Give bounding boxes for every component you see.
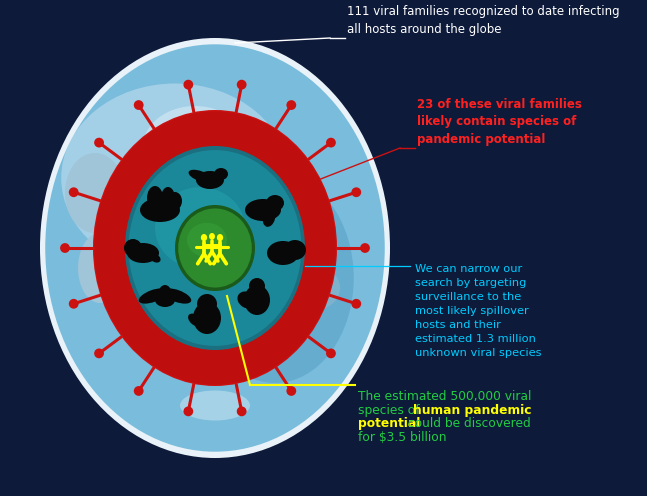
Ellipse shape: [163, 288, 192, 304]
Ellipse shape: [155, 293, 175, 307]
Ellipse shape: [40, 38, 390, 458]
Ellipse shape: [263, 209, 275, 227]
Ellipse shape: [45, 44, 385, 452]
Ellipse shape: [326, 349, 336, 358]
Text: We can narrow our
search by targeting
surveillance to the
most likely spillover
: We can narrow our search by targeting su…: [415, 264, 542, 358]
Ellipse shape: [69, 187, 78, 197]
Ellipse shape: [245, 199, 281, 221]
Ellipse shape: [214, 168, 228, 180]
Ellipse shape: [287, 386, 296, 396]
Ellipse shape: [244, 285, 270, 315]
Ellipse shape: [266, 195, 284, 211]
Ellipse shape: [134, 100, 144, 110]
Ellipse shape: [196, 171, 224, 189]
Ellipse shape: [134, 386, 144, 396]
Ellipse shape: [94, 112, 336, 384]
Ellipse shape: [196, 173, 354, 383]
Ellipse shape: [180, 390, 250, 421]
Ellipse shape: [249, 278, 265, 294]
Ellipse shape: [187, 223, 227, 257]
Ellipse shape: [127, 243, 159, 263]
Ellipse shape: [65, 153, 125, 233]
Ellipse shape: [360, 243, 370, 253]
Ellipse shape: [140, 198, 180, 222]
Ellipse shape: [284, 240, 306, 260]
Ellipse shape: [290, 266, 340, 310]
Ellipse shape: [237, 80, 247, 90]
Ellipse shape: [351, 187, 361, 197]
Ellipse shape: [178, 208, 252, 288]
Ellipse shape: [125, 146, 305, 350]
Ellipse shape: [94, 349, 104, 358]
Ellipse shape: [60, 243, 70, 253]
Ellipse shape: [351, 299, 361, 309]
Ellipse shape: [277, 193, 333, 243]
Ellipse shape: [69, 299, 78, 309]
Text: species of: species of: [358, 404, 424, 417]
Ellipse shape: [159, 285, 171, 299]
Ellipse shape: [168, 192, 182, 210]
Text: potential: potential: [358, 417, 421, 430]
Ellipse shape: [201, 234, 207, 241]
Ellipse shape: [161, 187, 175, 209]
Text: for $3.5 billion: for $3.5 billion: [358, 431, 446, 444]
Ellipse shape: [147, 186, 163, 210]
Ellipse shape: [188, 170, 212, 182]
Ellipse shape: [138, 288, 167, 304]
Ellipse shape: [78, 233, 122, 303]
Ellipse shape: [287, 100, 296, 110]
Ellipse shape: [197, 294, 217, 314]
Ellipse shape: [175, 205, 255, 291]
Ellipse shape: [188, 313, 202, 326]
Text: human pandemic: human pandemic: [413, 404, 531, 417]
Text: 111 viral families recognized to date infecting
all hosts around the globe: 111 viral families recognized to date in…: [347, 5, 620, 36]
Ellipse shape: [142, 106, 248, 190]
Ellipse shape: [149, 253, 160, 262]
Ellipse shape: [155, 187, 245, 269]
Ellipse shape: [93, 110, 337, 386]
Text: The estimated 500,000 viral: The estimated 500,000 viral: [358, 390, 531, 403]
Ellipse shape: [129, 150, 302, 346]
Ellipse shape: [130, 158, 190, 228]
Ellipse shape: [267, 241, 299, 265]
Ellipse shape: [184, 406, 193, 416]
Ellipse shape: [184, 80, 193, 90]
Ellipse shape: [326, 138, 336, 147]
Ellipse shape: [124, 239, 142, 257]
Ellipse shape: [237, 406, 247, 416]
Ellipse shape: [193, 302, 221, 334]
Ellipse shape: [94, 138, 104, 147]
Ellipse shape: [142, 223, 198, 313]
Ellipse shape: [61, 83, 289, 272]
Text: 23 of these viral families
likely contain species of
pandemic potential: 23 of these viral families likely contai…: [417, 98, 582, 146]
Text: could be discovered: could be discovered: [404, 417, 531, 430]
Ellipse shape: [237, 292, 257, 309]
Ellipse shape: [209, 233, 215, 240]
Ellipse shape: [217, 234, 223, 241]
Ellipse shape: [165, 200, 205, 256]
